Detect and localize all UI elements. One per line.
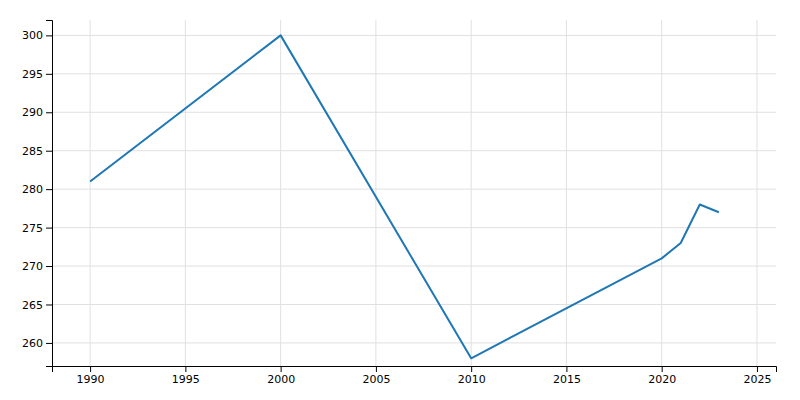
x-tick-mark [281, 366, 282, 372]
y-tick-mark [46, 151, 52, 152]
y-tick-mark [46, 74, 52, 75]
x-tick-mark [662, 366, 663, 372]
y-grid-line [52, 150, 776, 151]
y-tick-label: 270 [22, 260, 43, 273]
x-grid-line [471, 20, 472, 366]
x-grid-line [90, 20, 91, 366]
x-tick: 2015 [553, 366, 581, 386]
y-grid-line [52, 35, 776, 36]
x-tick-label: 2020 [648, 373, 676, 386]
x-tick-label: 2005 [362, 373, 390, 386]
y-tick-label: 290 [22, 106, 43, 119]
y-grid-line [52, 189, 776, 190]
y-tick: 295 [22, 68, 52, 81]
y-tick: 285 [22, 145, 52, 158]
y-tick-mark [46, 35, 52, 36]
y-tick-mark [46, 266, 52, 267]
x-axis: 1990 1995 2000 2005 2010 2015 2020 2025 [53, 366, 777, 386]
line [90, 35, 719, 358]
y-grid-line [52, 227, 776, 228]
x-tick: 2010 [458, 366, 486, 386]
x-tick: 2020 [648, 366, 676, 386]
y-tick-label: 275 [22, 222, 43, 235]
x-grid-line [661, 20, 662, 366]
grid [52, 20, 776, 366]
y-tick: 275 [22, 222, 52, 235]
y-tick: 290 [22, 106, 52, 119]
marks [90, 35, 719, 358]
y-tick: 260 [22, 337, 52, 350]
x-tick-label: 1995 [172, 373, 200, 386]
x-tick: 2005 [362, 366, 390, 386]
x-tick-mark [90, 366, 91, 372]
y-tick: 270 [22, 260, 52, 273]
x-tick-label: 2010 [458, 373, 486, 386]
y-tick: 280 [22, 183, 52, 196]
y-tick-mark [46, 112, 52, 113]
y-tick-label: 295 [22, 68, 43, 81]
y-tick-mark [46, 189, 52, 190]
y-tick-label: 260 [22, 337, 43, 350]
x-tick-label: 2015 [553, 373, 581, 386]
x-tick-mark [471, 366, 472, 372]
y-grid-line [52, 304, 776, 305]
y-tick-mark [46, 304, 52, 305]
y-tick-label: 265 [22, 299, 43, 312]
x-tick: 1990 [77, 366, 105, 386]
y-axis: 260 265 270 275 280 285 290 295 300 [22, 21, 53, 367]
x-tick: 2000 [267, 366, 295, 386]
x-tick-label: 1990 [77, 373, 105, 386]
x-tick: 2025 [743, 366, 771, 386]
y-tick: 300 [22, 29, 52, 42]
x-grid-line [375, 20, 376, 366]
chart: 1990 1995 2000 2005 2010 2015 2020 2025 260 265 27… [0, 0, 800, 400]
x-grid-line [185, 20, 186, 366]
x-grid-line [280, 20, 281, 366]
y-tick-label: 285 [22, 145, 43, 158]
y-tick-label: 280 [22, 183, 43, 196]
x-grid-line [756, 20, 757, 366]
x-tick-label: 2025 [743, 373, 771, 386]
y-grid-line [52, 266, 776, 267]
x-tick-mark [757, 366, 758, 372]
y-grid-line [52, 73, 776, 74]
y-tick: 265 [22, 299, 52, 312]
y-tick-label: 300 [22, 29, 43, 42]
y-tick-mark [46, 228, 52, 229]
x-axis-line [53, 367, 777, 373]
x-grid-line [566, 20, 567, 366]
y-axis-line [46, 21, 53, 367]
x-tick: 1995 [172, 366, 200, 386]
y-tick-mark [46, 343, 52, 344]
plot-area: 1990 1995 2000 2005 2010 2015 2020 2025 260 265 27… [22, 20, 777, 386]
x-tick-mark [566, 366, 567, 372]
y-grid-line [52, 342, 776, 343]
y-grid-line [52, 112, 776, 113]
x-tick-label: 2000 [267, 373, 295, 386]
x-tick-mark [185, 366, 186, 372]
x-tick-mark [376, 366, 377, 372]
